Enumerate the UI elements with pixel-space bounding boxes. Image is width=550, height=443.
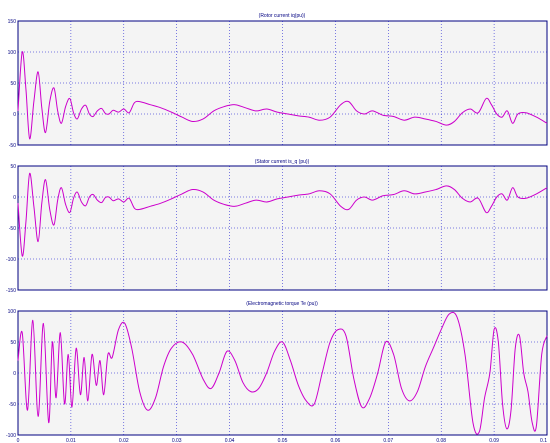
panel-electromagnetic-torque: (Electromagnetic torque Te (pu)) -100 -50…: [6, 301, 548, 443]
y-tick-label: -100: [6, 433, 16, 439]
y-tick-label: 50: [10, 340, 16, 346]
panel-stator-current: (Stator current is_q (pu)) -150 -100 -50 0 5…: [6, 159, 548, 294]
stator-current-line: [17, 172, 548, 257]
x-tick-labels: 0 0.01 0.02 0.03 0.04 0.05 0.06 0.07 0.08 0.09 0.1: [17, 438, 548, 443]
panel-title: (Rotor current iq(pu)): [259, 13, 306, 19]
x-tick-label: 0.02: [119, 438, 129, 443]
y-tick-labels: -50 0 50 100 150: [8, 19, 17, 149]
rotor-current-line: [17, 51, 548, 140]
y-tick-label: 50: [10, 81, 16, 87]
y-tick-label: -50: [9, 226, 16, 232]
y-tick-label: 0: [13, 371, 16, 377]
panel-title: (Stator current is_q (pu)): [255, 159, 310, 165]
y-tick-label: -50: [9, 143, 16, 149]
x-tick-label: 0.03: [172, 438, 182, 443]
x-tick-label: 0.1: [540, 438, 547, 443]
x-tick-label: 0.01: [66, 438, 76, 443]
grid: [18, 21, 547, 145]
y-tick-labels: -100 -50 0 50 100: [6, 309, 16, 439]
grid: [18, 166, 547, 290]
y-tick-label: 0: [13, 112, 16, 118]
torque-line: [17, 311, 548, 435]
y-tick-label: -150: [6, 288, 16, 294]
x-tick-label: 0.07: [383, 438, 393, 443]
y-tick-label: 150: [8, 19, 17, 25]
y-tick-label: 50: [10, 164, 16, 170]
x-tick-label: 0.04: [225, 438, 235, 443]
y-tick-labels: -150 -100 -50 0 50: [6, 164, 16, 294]
y-tick-label: -100: [6, 257, 16, 263]
x-tick-label: 0.09: [489, 438, 499, 443]
y-tick-label: -50: [9, 402, 16, 408]
x-tick-label: 0.08: [436, 438, 446, 443]
y-tick-label: 100: [8, 50, 17, 56]
y-tick-label: 100: [8, 309, 17, 315]
panel-rotor-current: (Rotor current iq(pu)) -50 0 50 100 150: [8, 13, 548, 149]
y-tick-label: 0: [13, 195, 16, 201]
x-tick-label: 0: [17, 438, 20, 443]
x-tick-label: 0.06: [331, 438, 341, 443]
x-tick-label: 0.05: [278, 438, 288, 443]
panel-title: (Electromagnetic torque Te (pu)): [246, 301, 318, 307]
